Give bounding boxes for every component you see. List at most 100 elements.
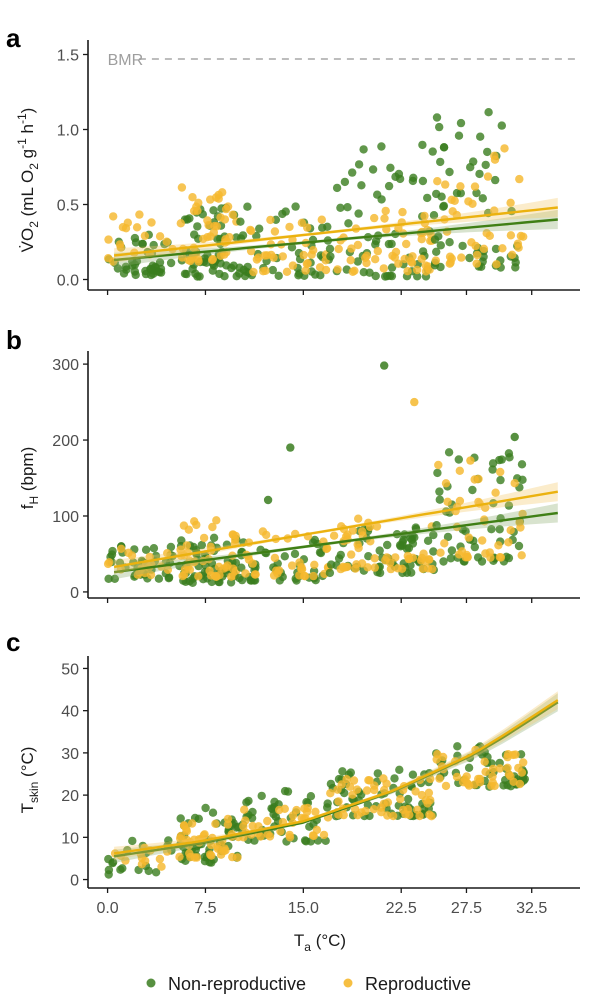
panel-b-point-nonrepro xyxy=(432,521,441,530)
panel-b-point-repro xyxy=(117,544,126,553)
panel-c-y-tick-label: 50 xyxy=(61,661,79,678)
y-axis-title-c: Tskin (°C) xyxy=(18,747,41,814)
panel-b-point-repro xyxy=(440,539,449,548)
panel-b-point-repro xyxy=(182,541,191,550)
panel-a-point-repro xyxy=(252,255,262,264)
panel-a-point-nonrepro xyxy=(377,195,386,204)
panel-b-point-repro xyxy=(133,570,142,579)
panel-a-point-nonrepro xyxy=(353,257,362,266)
panel-b-point-nonrepro xyxy=(398,538,407,547)
panel-b-point-repro xyxy=(478,536,487,545)
panel-b-point-nonrepro xyxy=(435,487,444,496)
panel-c-point-repro xyxy=(361,806,370,816)
panel-a-point-nonrepro xyxy=(377,142,386,151)
panel-a-point-repro xyxy=(162,237,171,246)
panel-a-point-nonrepro xyxy=(332,183,342,193)
panel-a-point-nonrepro xyxy=(359,145,368,154)
panel-a-point-nonrepro xyxy=(439,143,449,152)
panel-a-point-repro xyxy=(246,246,256,256)
panel-a-point-repro xyxy=(402,239,411,249)
panel-a-point-repro xyxy=(147,218,156,227)
panel-c-point-repro xyxy=(187,819,197,828)
panel-c-y-tick-label: 20 xyxy=(61,788,79,805)
panel-a-point-nonrepro xyxy=(429,211,439,220)
panel-c-point-repro xyxy=(463,779,473,789)
panel-c-point-repro xyxy=(223,820,233,829)
panel-c-point-repro xyxy=(211,819,220,828)
panel-c-point-repro xyxy=(403,805,413,814)
panel-b-point-nonrepro xyxy=(495,525,504,534)
panel-a-point-repro xyxy=(109,212,118,221)
panel-a-point-nonrepro xyxy=(436,241,445,250)
panel-a-point-nonrepro xyxy=(456,189,465,198)
panel-c-point-nonrepro xyxy=(323,803,332,812)
panel-c-point-nonrepro xyxy=(144,866,153,876)
panel-c-point-repro xyxy=(452,772,462,782)
panel-b-point-repro xyxy=(485,548,494,557)
panel-b-point-repro xyxy=(227,572,236,581)
panel-b-point-nonrepro xyxy=(364,552,373,561)
panel-c-point-nonrepro xyxy=(340,788,349,798)
panel-a-point-nonrepro xyxy=(436,262,445,272)
panel-c-y-tick-label: 0 xyxy=(70,873,79,890)
panel-a-point-nonrepro xyxy=(435,122,444,132)
panel-letter-c: c xyxy=(6,627,20,657)
panel-a-point-repro xyxy=(398,207,407,217)
panel-b-point-repro xyxy=(518,509,527,519)
panel-a-point-nonrepro xyxy=(357,181,366,190)
panel-a-trend-line-repro xyxy=(113,206,558,257)
panel-c-point-repro xyxy=(155,854,165,864)
panel-a-point-repro xyxy=(467,238,476,247)
panel-c-point-repro xyxy=(495,764,505,773)
panel-a-point-repro xyxy=(334,244,343,254)
panel-a-point-repro xyxy=(214,190,223,200)
panel-b-point-nonrepro xyxy=(149,544,159,553)
panel-a-point-repro xyxy=(259,267,268,276)
panel-a-point-repro xyxy=(423,262,433,271)
y-axis-title-b: fH (bpm) xyxy=(18,447,41,510)
panel-a-point-repro xyxy=(498,244,507,253)
panel-c-point-nonrepro xyxy=(194,814,203,823)
panel-a-point-repro xyxy=(135,210,144,219)
panel-c-point-repro xyxy=(300,804,309,813)
panel-c-point-repro xyxy=(481,767,490,776)
panel-b-point-repro xyxy=(273,569,282,578)
panel-c-y-tick-label: 40 xyxy=(61,704,79,721)
panel-c-point-repro xyxy=(206,850,215,859)
panel-a-point-nonrepro xyxy=(209,206,218,215)
panel-a-point-repro xyxy=(507,250,517,259)
legend: Non-reproductive Reproductive xyxy=(146,974,471,994)
panel-a-point-repro xyxy=(506,198,515,207)
panel-c-point-nonrepro xyxy=(464,763,474,772)
panel-a-point-nonrepro xyxy=(483,147,492,157)
panel-a-point-nonrepro xyxy=(434,232,443,241)
panel-a-point-nonrepro xyxy=(318,223,327,232)
panel-a-point-repro xyxy=(260,251,269,260)
panel-c-point-repro xyxy=(342,775,351,784)
panel-a-point-nonrepro xyxy=(445,167,454,177)
panel-a-point-repro xyxy=(188,193,197,202)
panel-c-point-nonrepro xyxy=(271,812,280,821)
panel-b-point-nonrepro xyxy=(286,443,295,452)
panel-b-point-repro xyxy=(248,559,257,568)
panel-c-point-repro xyxy=(413,805,422,814)
panel-a-point-repro xyxy=(194,198,203,207)
panel-c-point-repro xyxy=(511,750,520,759)
panel-a-point-repro xyxy=(220,250,229,259)
panel-a-point-nonrepro xyxy=(386,163,395,172)
panel-b-point-repro xyxy=(348,526,358,535)
panel-a-point-repro xyxy=(371,255,380,264)
panel-c-point-nonrepro xyxy=(257,791,266,801)
panel-b-point-repro xyxy=(382,553,391,562)
panel-b-point-repro xyxy=(423,564,433,573)
panel-c-point-nonrepro xyxy=(201,803,210,813)
panel-c-point-nonrepro xyxy=(280,786,290,796)
panel-a-point-repro xyxy=(155,232,165,241)
panel-c-point-repro xyxy=(206,840,216,850)
panel-b-point-repro xyxy=(436,548,445,557)
panel-b-point-nonrepro xyxy=(380,361,389,370)
panel-b-point-repro xyxy=(199,533,209,543)
panel-a-point-nonrepro xyxy=(428,147,437,156)
panel-b-point-nonrepro xyxy=(429,530,438,540)
